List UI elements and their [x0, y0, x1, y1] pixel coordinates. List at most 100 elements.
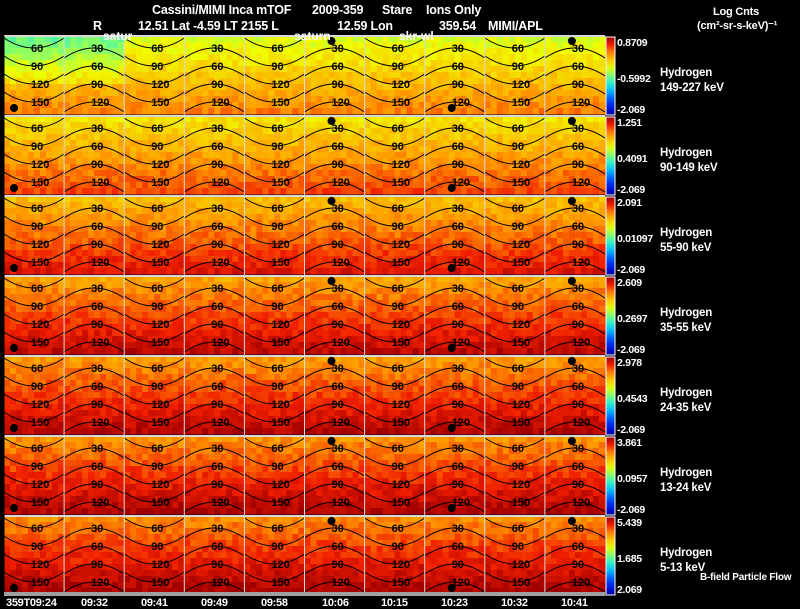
contour-line [544, 465, 606, 477]
contour-line [244, 215, 305, 227]
contour-line [424, 65, 486, 77]
contour-line [484, 473, 546, 485]
contour-label: 120 [151, 79, 169, 91]
contour-line [184, 323, 245, 335]
contour-line [184, 465, 245, 477]
contour-label: 60 [332, 141, 344, 153]
contour-label: 30 [572, 123, 584, 135]
contour-label: 90 [572, 79, 584, 91]
colorbar-min-5: -2.069 [617, 504, 645, 516]
contour-line [544, 65, 606, 77]
contour-line [364, 37, 425, 49]
contour-line [3, 411, 65, 423]
contour-line [304, 225, 365, 237]
contour-line [63, 287, 125, 299]
contour-label: 90 [211, 479, 223, 491]
contour-line [184, 305, 245, 317]
contour-line [304, 421, 365, 433]
contour-label: 120 [392, 559, 410, 571]
contour-label: 120 [332, 97, 350, 109]
contour-label: 30 [452, 283, 464, 295]
contour-label: 60 [151, 443, 163, 455]
contour-line [544, 483, 606, 495]
contour-line [184, 47, 245, 59]
contour-line [63, 421, 125, 433]
contour-line [304, 545, 365, 557]
contour-line [184, 367, 245, 379]
contour-label: 60 [332, 301, 344, 313]
contour-label: 90 [151, 221, 163, 233]
contour-line [184, 581, 245, 593]
contour-label: 90 [332, 79, 344, 91]
contour-label: 90 [151, 61, 163, 73]
colorbar-mid-5: 0.0957 [617, 473, 648, 485]
contour-line [304, 305, 365, 317]
contour-label: 90 [31, 141, 43, 153]
contour-line [244, 277, 305, 289]
saturn-marker [567, 197, 576, 205]
contour-label: 60 [332, 461, 344, 473]
contour-line [484, 393, 546, 405]
species-label-1: Hydrogen [660, 147, 713, 159]
contour-line [3, 571, 65, 583]
time-tick-2: 09:41 [141, 597, 168, 609]
contour-line [544, 341, 606, 353]
contour-line [123, 233, 185, 245]
contour-label: 60 [91, 221, 103, 233]
contour-line [244, 37, 305, 49]
contour-label: 60 [452, 461, 464, 473]
contour-label: 120 [332, 337, 350, 349]
contour-line [123, 171, 185, 183]
contour-line [184, 225, 245, 237]
colorbar-max-6: 5.439 [617, 517, 642, 529]
contour-line [3, 473, 65, 485]
contour-label: 60 [332, 541, 344, 553]
contour-line [63, 581, 125, 593]
saturn-marker [447, 264, 456, 272]
lon-value: 359.54 [439, 19, 477, 33]
contour-label: 150 [151, 177, 169, 189]
time-tick-6: 10:15 [381, 597, 408, 609]
contour-label: 150 [392, 417, 410, 429]
time-axis-bar [4, 592, 605, 596]
contour-label: 120 [512, 559, 530, 571]
contour-label: 60 [271, 363, 283, 375]
contour-line [184, 261, 245, 273]
energy-range-label-3: 35-55 keV [660, 322, 712, 334]
contour-line [123, 357, 185, 369]
contour-label: 60 [572, 141, 584, 153]
contour-line [544, 287, 606, 299]
contour-label: 60 [512, 123, 524, 135]
contour-line [123, 571, 185, 583]
colorbar-4 [605, 356, 616, 436]
saturn-marker [447, 104, 456, 112]
contour-label: 60 [151, 123, 163, 135]
contour-line [304, 261, 365, 273]
contour-line [63, 385, 125, 397]
contour-label: 120 [151, 239, 169, 251]
contour-label: 30 [91, 43, 103, 55]
contour-label: 120 [31, 319, 49, 331]
contour-line [123, 375, 185, 387]
contour-line [364, 437, 425, 449]
contour-label: 90 [211, 559, 223, 571]
contour-line [484, 553, 546, 565]
contour-label: 120 [392, 479, 410, 491]
contour-line [364, 55, 425, 67]
contour-label: 90 [452, 559, 464, 571]
contour-line [304, 501, 365, 513]
contour-label: 30 [572, 283, 584, 295]
contour-label: 120 [271, 79, 289, 91]
contour-line [123, 437, 185, 449]
saturn-marker [10, 184, 18, 192]
contour-line [3, 73, 65, 85]
contour-label: 150 [31, 257, 49, 269]
contour-line [364, 153, 425, 165]
contour-line [123, 251, 185, 263]
contour-label: 90 [392, 61, 404, 73]
contour-line [244, 55, 305, 67]
contour-line [484, 117, 546, 129]
contour-label: 60 [332, 381, 344, 393]
contour-line [424, 83, 486, 95]
contour-label: 150 [31, 337, 49, 349]
